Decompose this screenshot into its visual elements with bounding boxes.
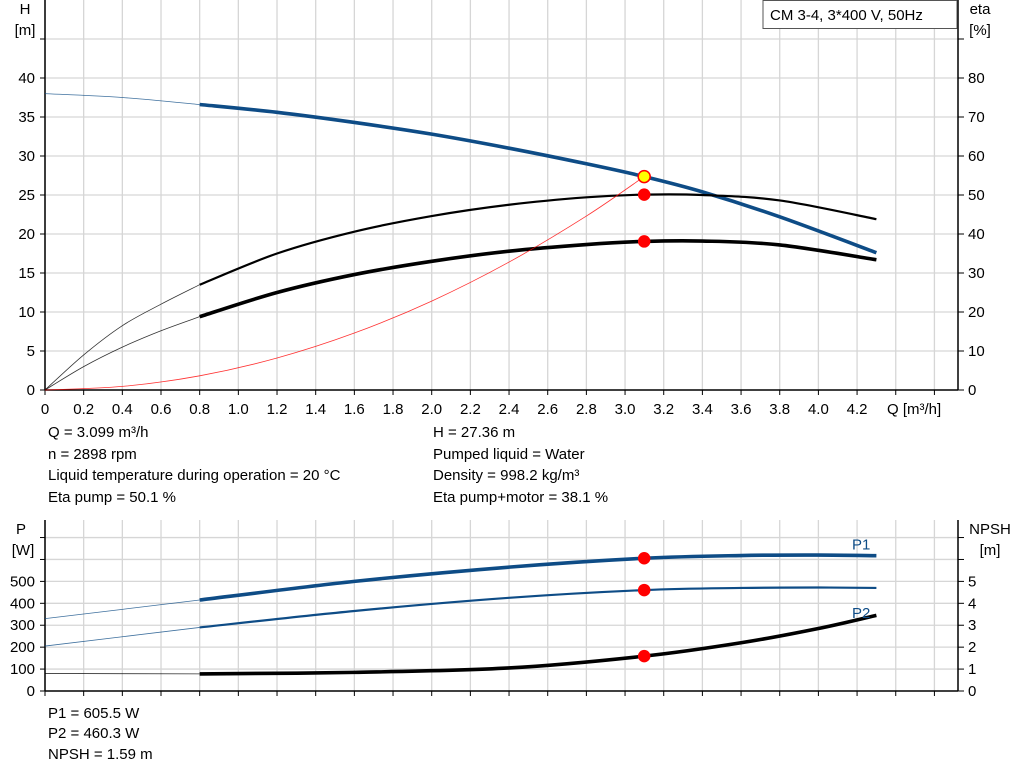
x-tick-label: 3.2 (653, 401, 674, 418)
power-npsh-panel (40, 520, 964, 696)
curve-eta-pump-motor-extrapolated (44, 316, 200, 391)
curve-P1-extrapolated (44, 599, 200, 620)
y-tick-label: 35 (18, 109, 35, 126)
y2-tick-label: 70 (968, 109, 985, 126)
y-axis-label: P (16, 521, 26, 538)
y2-tick-label: 50 (968, 187, 985, 204)
info-npsh: NPSH = 1.59 m (48, 746, 153, 763)
y-tick-label: 20 (18, 226, 35, 243)
x-tick-label: 0.8 (189, 401, 210, 418)
curve-H-extrapolated (44, 93, 200, 105)
x-tick-label: 0.4 (112, 401, 133, 418)
x-tick-label: 2.0 (421, 401, 442, 418)
info-temp: Liquid temperature during operation = 20… (48, 467, 341, 484)
y-tick-label: 400 (10, 595, 35, 612)
info-eta-pump: Eta pump = 50.1 % (48, 489, 176, 506)
y-tick-label: 5 (27, 343, 35, 360)
x-tick-label: 3.8 (769, 401, 790, 418)
y-axis-unit: [m] (15, 22, 36, 39)
y2-tick-label: 60 (968, 148, 985, 165)
y2-tick-label: 0 (968, 382, 976, 399)
series-label-P1: P1 (852, 537, 870, 554)
y2-tick-label: 30 (968, 265, 985, 282)
curve-P2-extrapolated (44, 627, 200, 647)
x-tick-label: 2.8 (576, 401, 597, 418)
y2-tick-label: 5 (968, 573, 976, 590)
y2-tick-label: 20 (968, 304, 985, 321)
chart-title: CM 3-4, 3*400 V, 50Hz (770, 7, 923, 24)
y2-tick-label: 4 (968, 595, 976, 612)
y-tick-label: 15 (18, 265, 35, 282)
y2-tick-label: 1 (968, 661, 976, 678)
x-tick-label: 3.6 (731, 401, 752, 418)
curve-H (199, 102, 878, 255)
y2-tick-label: 80 (968, 70, 985, 87)
curve-P1 (199, 553, 877, 602)
curve-system-curve-extrapolated (44, 176, 645, 391)
y-axis-unit: [W] (12, 542, 35, 559)
y-tick-label: 40 (18, 70, 35, 87)
y-tick-label: 100 (10, 661, 35, 678)
curve-eta-pump (199, 193, 877, 286)
x-tick-label: 2.4 (499, 401, 520, 418)
y2-axis-label: eta (970, 1, 992, 18)
x-tick-label: 3.0 (615, 401, 636, 418)
y2-axis-label: NPSH (969, 521, 1011, 538)
info-density: Density = 998.2 kg/m³ (433, 467, 580, 484)
x-tick-label: 0.2 (73, 401, 94, 418)
duty-point-marker (637, 649, 651, 663)
x-tick-label: 1.0 (228, 401, 249, 418)
info-liquid: Pumped liquid = Water (433, 446, 585, 463)
duty-point-marker (637, 169, 651, 184)
info-q: Q = 3.099 m³/h (48, 424, 149, 441)
y2-tick-label: 40 (968, 226, 985, 243)
curve-eta-pump-motor (199, 238, 877, 319)
y-tick-label: 200 (10, 639, 35, 656)
info-p1: P1 = 605.5 W (48, 705, 140, 722)
y-tick-label: 25 (18, 187, 35, 204)
x-tick-label: 1.8 (383, 401, 404, 418)
curve-NPSH (199, 613, 877, 676)
x-tick-label: 0.6 (151, 401, 172, 418)
y-tick-label: 300 (10, 617, 35, 634)
x-tick-label: 3.4 (692, 401, 713, 418)
y-axis-label: H (20, 1, 31, 18)
x-tick-label: 0 (41, 401, 49, 418)
info-h: H = 27.36 m (433, 424, 516, 441)
info-eta-total: Eta pump+motor = 38.1 % (433, 489, 609, 506)
y2-tick-label: 0 (968, 683, 976, 700)
x-tick-label: 4.2 (847, 401, 868, 418)
y2-tick-label: 3 (968, 617, 976, 634)
x-tick-label: 4.0 (808, 401, 829, 418)
head-efficiency-panel (40, 0, 964, 395)
x-tick-label: 1.4 (305, 401, 326, 418)
x-tick-label: 2.2 (460, 401, 481, 418)
x-tick-label: 2.6 (537, 401, 558, 418)
y-tick-label: 10 (18, 304, 35, 321)
duty-point-marker (637, 235, 651, 248)
y-tick-label: 0 (27, 683, 35, 700)
y-tick-label: 30 (18, 148, 35, 165)
x-axis-label: Q [m³/h] (887, 401, 941, 418)
curve-P2 (199, 586, 877, 629)
y2-axis-unit: [%] (969, 22, 991, 39)
info-p2: P2 = 460.3 W (48, 725, 140, 742)
y2-axis-unit: [m] (980, 542, 1001, 559)
series-label-P2: P2 (852, 605, 870, 622)
duty-point-marker (637, 188, 651, 201)
title-box (762, 0, 958, 29)
info-n: n = 2898 rpm (48, 446, 137, 463)
y-tick-label: 0 (27, 382, 35, 399)
curve-eta-pump-extrapolated (44, 284, 200, 391)
x-tick-label: 1.6 (344, 401, 365, 418)
duty-point-marker (637, 583, 651, 597)
y-tick-label: 500 (10, 573, 35, 590)
y2-tick-label: 2 (968, 639, 976, 656)
y2-tick-label: 10 (968, 343, 985, 360)
x-tick-label: 1.2 (267, 401, 288, 418)
duty-point-marker (637, 552, 651, 565)
